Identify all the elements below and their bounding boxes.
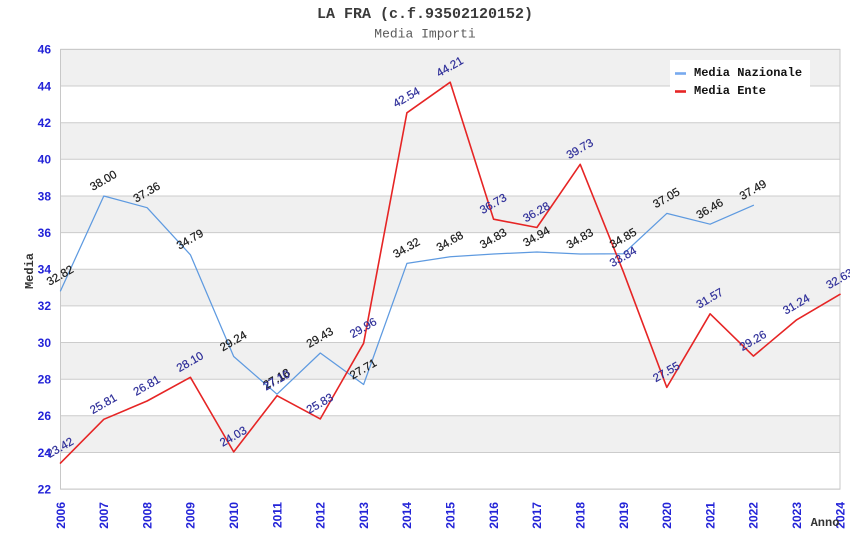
svg-text:2017: 2017 xyxy=(530,502,544,529)
svg-text:2015: 2015 xyxy=(444,502,458,529)
svg-text:26: 26 xyxy=(38,409,52,423)
svg-text:2007: 2007 xyxy=(97,502,111,529)
svg-text:22: 22 xyxy=(38,482,52,496)
svg-text:Media Ente: Media Ente xyxy=(694,84,766,98)
svg-text:32: 32 xyxy=(38,299,52,313)
svg-text:2020: 2020 xyxy=(660,502,674,529)
svg-text:2008: 2008 xyxy=(140,502,154,529)
svg-text:2009: 2009 xyxy=(184,502,198,529)
svg-text:2018: 2018 xyxy=(574,502,588,529)
svg-text:36: 36 xyxy=(38,226,52,240)
svg-text:38: 38 xyxy=(38,189,52,203)
svg-text:Media Importi: Media Importi xyxy=(374,27,476,42)
svg-text:2013: 2013 xyxy=(357,502,371,529)
svg-text:2016: 2016 xyxy=(487,502,501,529)
svg-text:40: 40 xyxy=(38,153,52,167)
svg-text:46: 46 xyxy=(38,43,52,57)
svg-text:28: 28 xyxy=(38,373,52,387)
svg-text:2023: 2023 xyxy=(790,502,804,529)
svg-text:2014: 2014 xyxy=(400,502,414,529)
svg-text:44: 44 xyxy=(38,79,52,93)
svg-text:2019: 2019 xyxy=(617,502,631,529)
svg-text:2022: 2022 xyxy=(747,502,761,529)
svg-text:2011: 2011 xyxy=(270,502,284,528)
svg-text:Anno: Anno xyxy=(811,516,840,530)
svg-text:2012: 2012 xyxy=(314,502,328,529)
svg-text:34: 34 xyxy=(38,263,52,277)
svg-text:Media Nazionale: Media Nazionale xyxy=(694,66,802,80)
svg-text:LA FRA (c.f.93502120152): LA FRA (c.f.93502120152) xyxy=(317,6,533,23)
svg-text:2006: 2006 xyxy=(54,502,68,529)
svg-text:2021: 2021 xyxy=(703,502,717,529)
svg-text:2010: 2010 xyxy=(227,502,241,529)
svg-text:Media: Media xyxy=(23,253,37,289)
svg-text:42: 42 xyxy=(38,116,52,130)
svg-text:30: 30 xyxy=(38,336,52,350)
svg-text:24: 24 xyxy=(38,446,52,460)
